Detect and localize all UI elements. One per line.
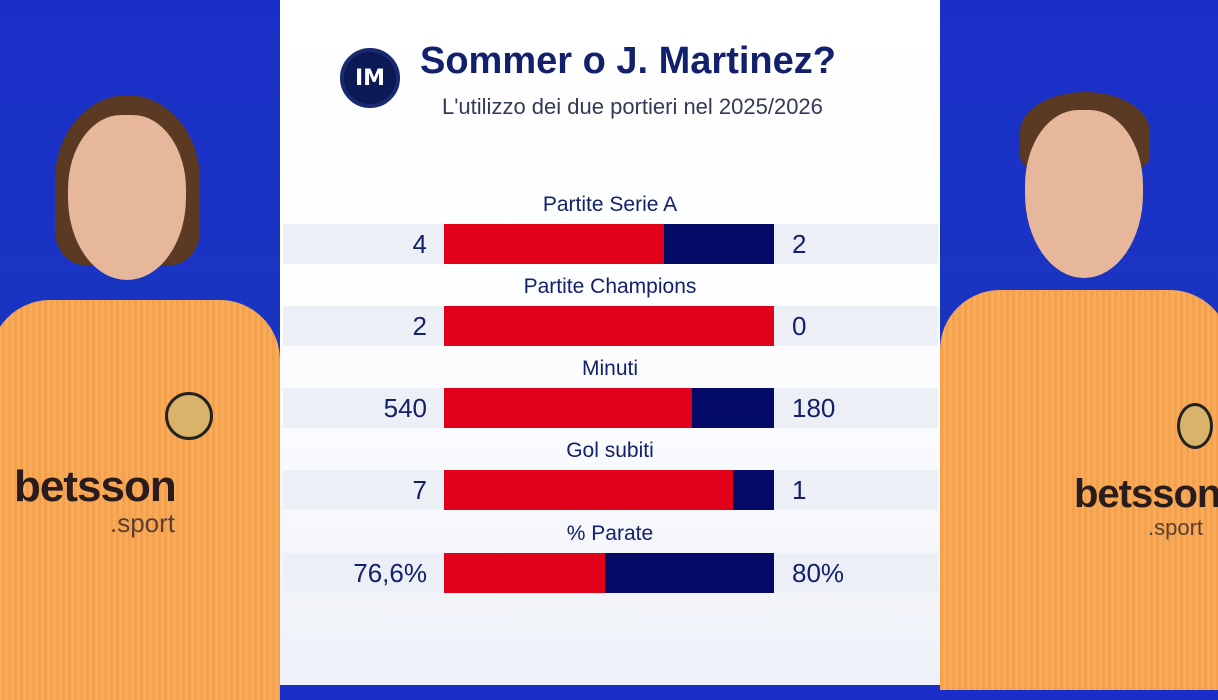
category-label: % Parate (566, 522, 654, 545)
comparison-bar (444, 553, 774, 593)
right-inter-crest-icon (1177, 403, 1213, 449)
bar-segment-sommer (444, 470, 733, 510)
category-label: Minuti (581, 357, 639, 380)
right-sponsor-suffix: .sport (1148, 515, 1204, 540)
left-sponsor-logo: betsson (14, 462, 177, 511)
comparison-bar (444, 470, 774, 510)
comparison-bar (444, 388, 774, 428)
bar-segment-sommer (444, 388, 692, 428)
bar-segment-martinez (664, 224, 774, 264)
stats-panel: IM Sommer o J. Martinez? L'utilizzo dei … (280, 0, 940, 685)
right-player-jersey (940, 290, 1218, 690)
left-player-photo: betsson .sport (0, 0, 280, 700)
value-label-martinez: 180 (792, 393, 836, 423)
chart-subtitle: L'utilizzo dei due portieri nel 2025/202… (442, 94, 823, 119)
value-label-sommer: 76,6% (353, 558, 427, 588)
bar-segment-martinez (732, 470, 774, 510)
right-sponsor-logo: betsson (1074, 472, 1218, 516)
chart-title: Sommer o J. Martinez? (420, 40, 836, 82)
right-player-face (1025, 110, 1143, 278)
value-label-martinez: 2 (792, 229, 807, 259)
value-label-martinez: 1 (792, 475, 807, 505)
value-label-sommer: 4 (412, 229, 427, 259)
value-label-sommer: 7 (412, 475, 427, 505)
bar-segment-sommer (444, 306, 774, 346)
value-label-sommer: 540 (383, 393, 427, 423)
inter-logo-icon: IM (340, 48, 400, 108)
bar-segment-martinez (605, 553, 774, 593)
left-inter-crest-icon (165, 392, 213, 440)
bar-segment-sommer (444, 224, 664, 264)
category-label: Gol subiti (566, 439, 654, 462)
comparison-bar (444, 306, 774, 346)
bar-segment-sommer (444, 553, 606, 593)
comparison-bar (444, 224, 774, 264)
right-player-photo: betsson .sport (940, 0, 1218, 690)
bar-segment-martinez (691, 388, 774, 428)
value-label-martinez: 0 (792, 311, 807, 341)
left-sponsor-suffix: .sport (110, 508, 176, 538)
category-label: Partite Serie A (542, 193, 678, 216)
left-player-jersey (0, 300, 280, 700)
value-label-sommer: 2 (412, 311, 427, 341)
left-player-face (68, 115, 186, 280)
category-label: Partite Champions (523, 275, 697, 298)
value-label-martinez: 80% (792, 558, 845, 588)
